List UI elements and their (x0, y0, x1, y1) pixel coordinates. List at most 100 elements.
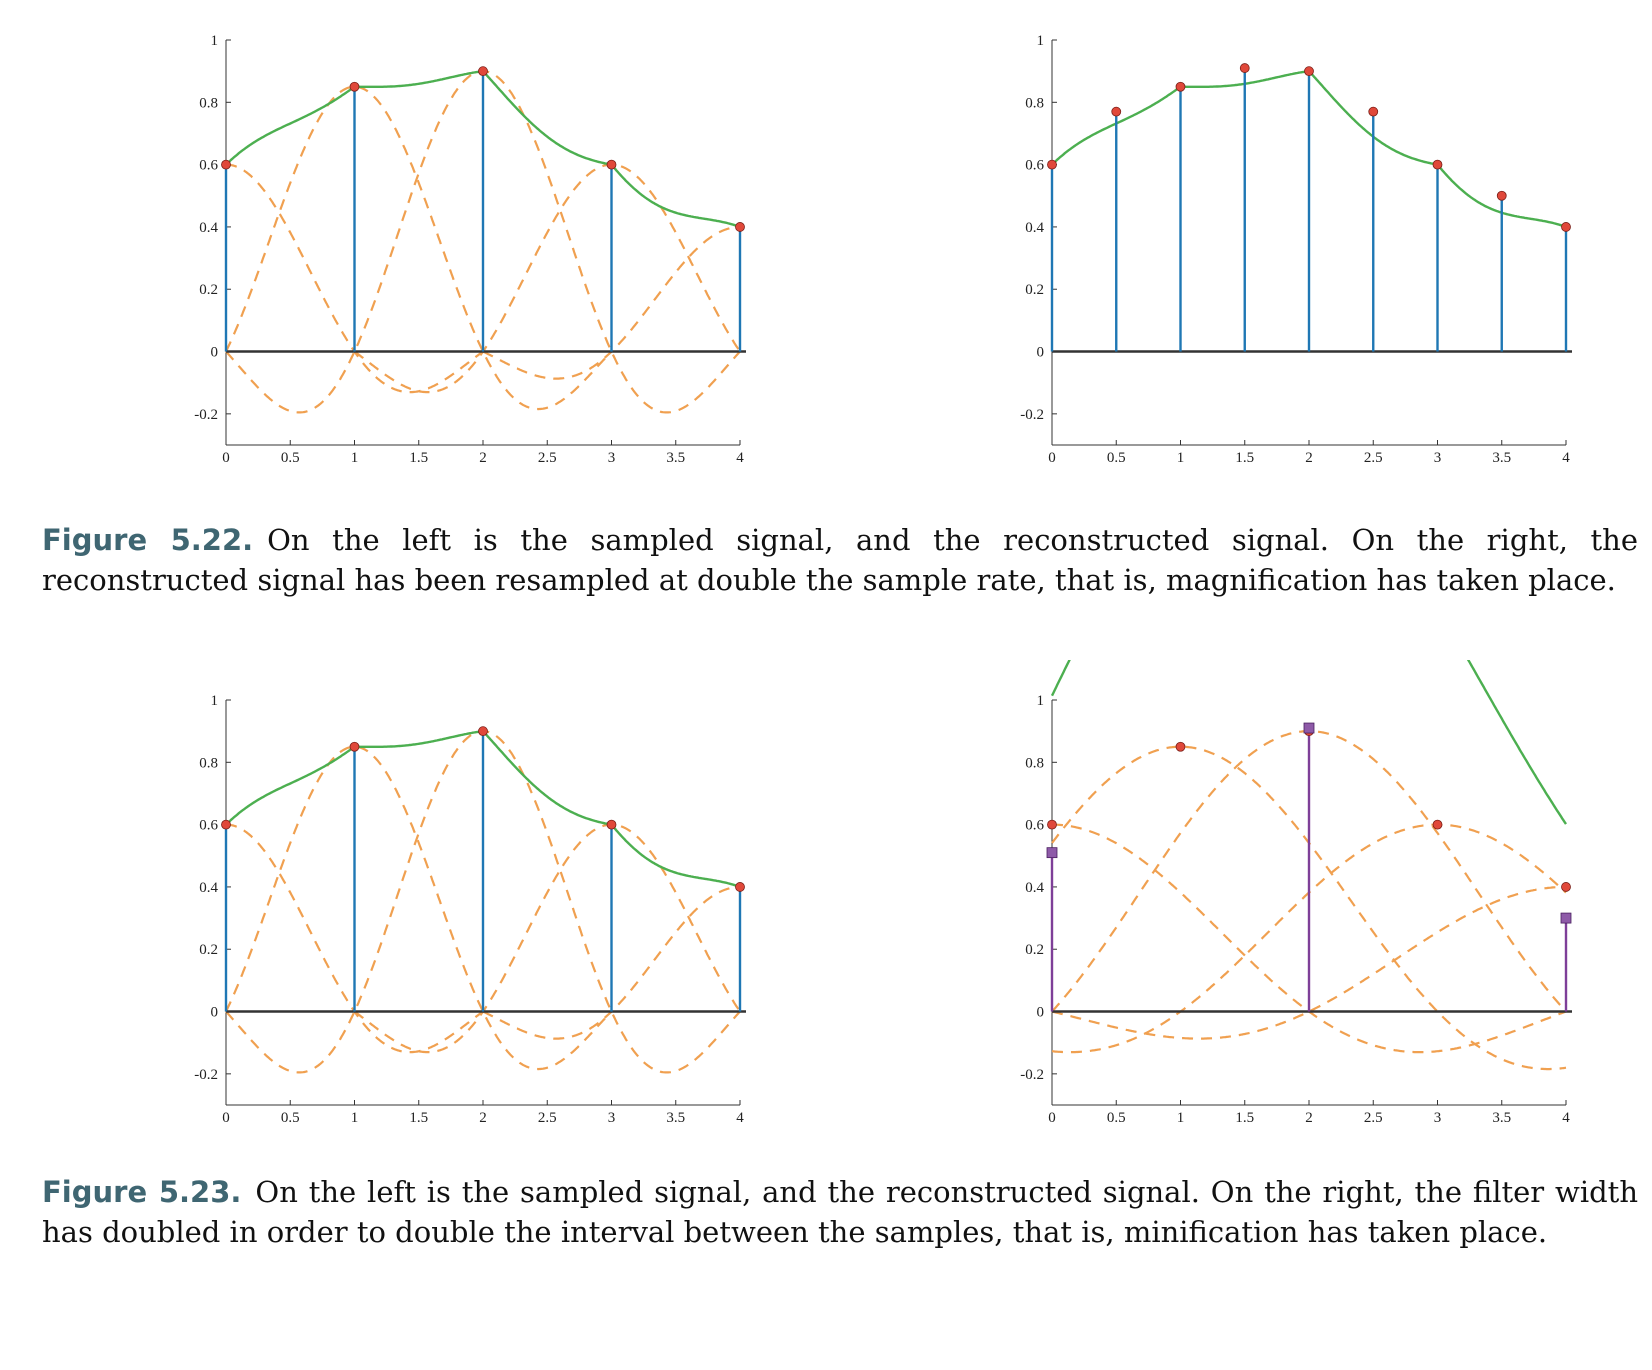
fig23-left-filter-curve (353, 823, 741, 1054)
fig23-left-xtick-label: 1 (351, 1110, 359, 1126)
fig23-right-xtick-label: 2.5 (1364, 1110, 1383, 1126)
fig22-right-ytick-label: 0.2 (1025, 282, 1044, 298)
fig22-right-ytick-label: 0.8 (1025, 95, 1044, 111)
fig22-left-ytick-label: 0.6 (199, 158, 218, 174)
fig23-left-sample-point (478, 726, 488, 737)
fig23-right-chart: -0.2 0 0.2 0.4 0.6 0.8 1 0 0.5 1 1.5 2 2.5 3 3.5 4 (1020, 660, 1572, 1126)
fig22-left-sample-point (735, 222, 745, 232)
fig23-left-xtick-label: 2 (479, 1110, 487, 1126)
fig22-right-sample-point (1175, 81, 1186, 92)
fig23-left-ytick-label: 0.6 (199, 818, 218, 834)
fig23-right-ytick-label: 0.2 (1025, 942, 1044, 958)
fig22-right-sample-point (1111, 106, 1122, 117)
fig23-right-reconstruction-curve (1050, 660, 1567, 825)
fig23-right-minified-sample-point (1560, 912, 1572, 924)
fig22-left-ytick-label: 1 (211, 33, 219, 49)
fig23-right-minified-sample-point (1046, 847, 1058, 859)
figure-5-23-label: Figure 5.23. (42, 1175, 242, 1209)
figure-5-22-label: Figure 5.22. (42, 523, 254, 557)
fig23-left-ytick-label: 0.8 (199, 755, 218, 771)
fig22-left-xtick-label: 1.5 (409, 450, 428, 466)
fig22-left-sample-point (221, 159, 231, 170)
fig22-left-sample-point (349, 81, 360, 92)
figure-5-22-caption: Figure 5.22. On the left is the sampled s… (42, 520, 1638, 600)
fig23-left-sample-point (735, 882, 745, 892)
fig22-right-ytick-label: 0 (1037, 345, 1045, 361)
fig23-left-ytick-label: 0.4 (199, 880, 218, 896)
fig22-right-xtick-label: 0.5 (1107, 450, 1126, 466)
fig22-left-ytick-label: -0.2 (194, 407, 218, 423)
fig22-left-xtick-label: 3 (608, 450, 616, 466)
fig23-right-xtick-label: 2 (1305, 1110, 1313, 1126)
figure-5-23-caption: Figure 5.23. On the left is the sampled s… (42, 1172, 1638, 1252)
fig23-left-sample-point (349, 741, 360, 752)
fig23-right-xtick-label: 1.5 (1235, 1110, 1254, 1126)
fig22-left-filter-curve (353, 163, 741, 394)
figure-5-23-text: On the left is the sampled signal, and t… (42, 1175, 1638, 1249)
fig22-right-xtick-label: 4 (1562, 450, 1570, 466)
fig22-left-xtick-label: 3.5 (666, 450, 685, 466)
fig23-left-xtick-label: 1.5 (409, 1110, 428, 1126)
fig23-left-ytick-label: 0.2 (199, 942, 218, 958)
figure-5-22-text: On the left is the sampled signal, and t… (42, 523, 1639, 597)
fig23-right-minified-sample-point (1303, 722, 1315, 734)
fig23-right-filter-curve (1051, 885, 1566, 1040)
fig22-right-sample-point (1047, 159, 1057, 170)
fig23-left-sample-point (606, 819, 617, 830)
fig23-right-ytick-label: 1 (1037, 693, 1045, 709)
fig22-left-xtick-label: 2.5 (538, 450, 557, 466)
fig22-left-ytick-label: 0.8 (199, 95, 218, 111)
fig22-left-xtick-label: 0 (222, 450, 230, 466)
fig22-right-xtick-label: 3 (1434, 450, 1442, 466)
fig22-left-sample-point (478, 66, 488, 77)
fig22-left-chart: -0.2 0 0.2 0.4 0.6 0.8 1 0 0.5 1 1.5 2 2.5 3 3.5 4 (194, 33, 746, 466)
fig22-right-xtick-label: 0 (1048, 450, 1056, 466)
fig22-right-xtick-label: 1 (1177, 450, 1185, 466)
fig22-right-sample-point (1432, 159, 1443, 170)
fig23-right-ytick-label: 0.6 (1025, 818, 1044, 834)
fig23-right-sample-point (1561, 882, 1571, 892)
fig23-left-ytick-label: 0 (211, 1005, 219, 1021)
fig23-left-ytick-label: -0.2 (194, 1067, 218, 1083)
fig23-left-xtick-label: 4 (736, 1110, 744, 1126)
fig22-left-ytick-label: 0 (211, 345, 219, 361)
fig22-right-ytick-label: 0.4 (1025, 220, 1044, 236)
fig23-right-ytick-label: 0.8 (1025, 755, 1044, 771)
fig22-left-filter-curve (225, 85, 613, 411)
fig22-right-sample-point (1368, 106, 1379, 117)
fig23-right-xtick-label: 1 (1177, 1110, 1185, 1126)
fig23-left-chart: -0.2 0 0.2 0.4 0.6 0.8 1 0 0.5 1 1.5 2 2.5 3 3.5 4 (194, 693, 746, 1126)
fig23-left-xtick-label: 0 (222, 1110, 230, 1126)
fig23-left-sample-point (221, 819, 231, 830)
fig23-left-xtick-label: 3 (608, 1110, 616, 1126)
fig23-right-xtick-label: 3 (1434, 1110, 1442, 1126)
fig22-right-ytick-label: 1 (1037, 33, 1045, 49)
fig22-left-xtick-label: 4 (736, 450, 744, 466)
fig23-right-xtick-label: 4 (1562, 1110, 1570, 1126)
fig23-left-xtick-label: 3.5 (666, 1110, 685, 1126)
fig22-right-ytick-label: -0.2 (1020, 407, 1044, 423)
fig22-right-chart: -0.2 0 0.2 0.4 0.6 0.8 1 0 0.5 1 1.5 2 2.5 3 3.5 4 (1020, 33, 1572, 466)
fig23-right-sample-point (1175, 741, 1186, 752)
fig22-left-xtick-label: 1 (351, 450, 359, 466)
fig22-left-sample-point (606, 159, 617, 170)
fig22-right-xtick-label: 1.5 (1235, 450, 1254, 466)
fig23-left-filter-curve (225, 745, 613, 1071)
fig22-right-sample-point (1239, 63, 1250, 73)
fig23-left-xtick-label: 0.5 (281, 1110, 300, 1126)
fig22-left-ytick-label: 0.4 (199, 220, 218, 236)
fig22-right-xtick-label: 3.5 (1492, 450, 1511, 466)
fig22-right-sample-point (1561, 222, 1571, 232)
fig23-right-xtick-label: 3.5 (1492, 1110, 1511, 1126)
fig23-right-ytick-label: 0.4 (1025, 880, 1044, 896)
fig22-right-ytick-label: 0.6 (1025, 158, 1044, 174)
fig22-right-xtick-label: 2 (1305, 450, 1313, 466)
fig23-right-sample-point (1047, 819, 1057, 830)
fig23-right-sample-point (1432, 819, 1443, 830)
fig23-right-xtick-label: 0.5 (1107, 1110, 1126, 1126)
fig23-right-ytick-label: 0 (1037, 1005, 1045, 1021)
fig22-left-ytick-label: 0.2 (199, 282, 218, 298)
fig22-right-sample-point (1304, 66, 1314, 77)
fig23-left-xtick-label: 2.5 (538, 1110, 557, 1126)
fig23-left-ytick-label: 1 (211, 693, 219, 709)
